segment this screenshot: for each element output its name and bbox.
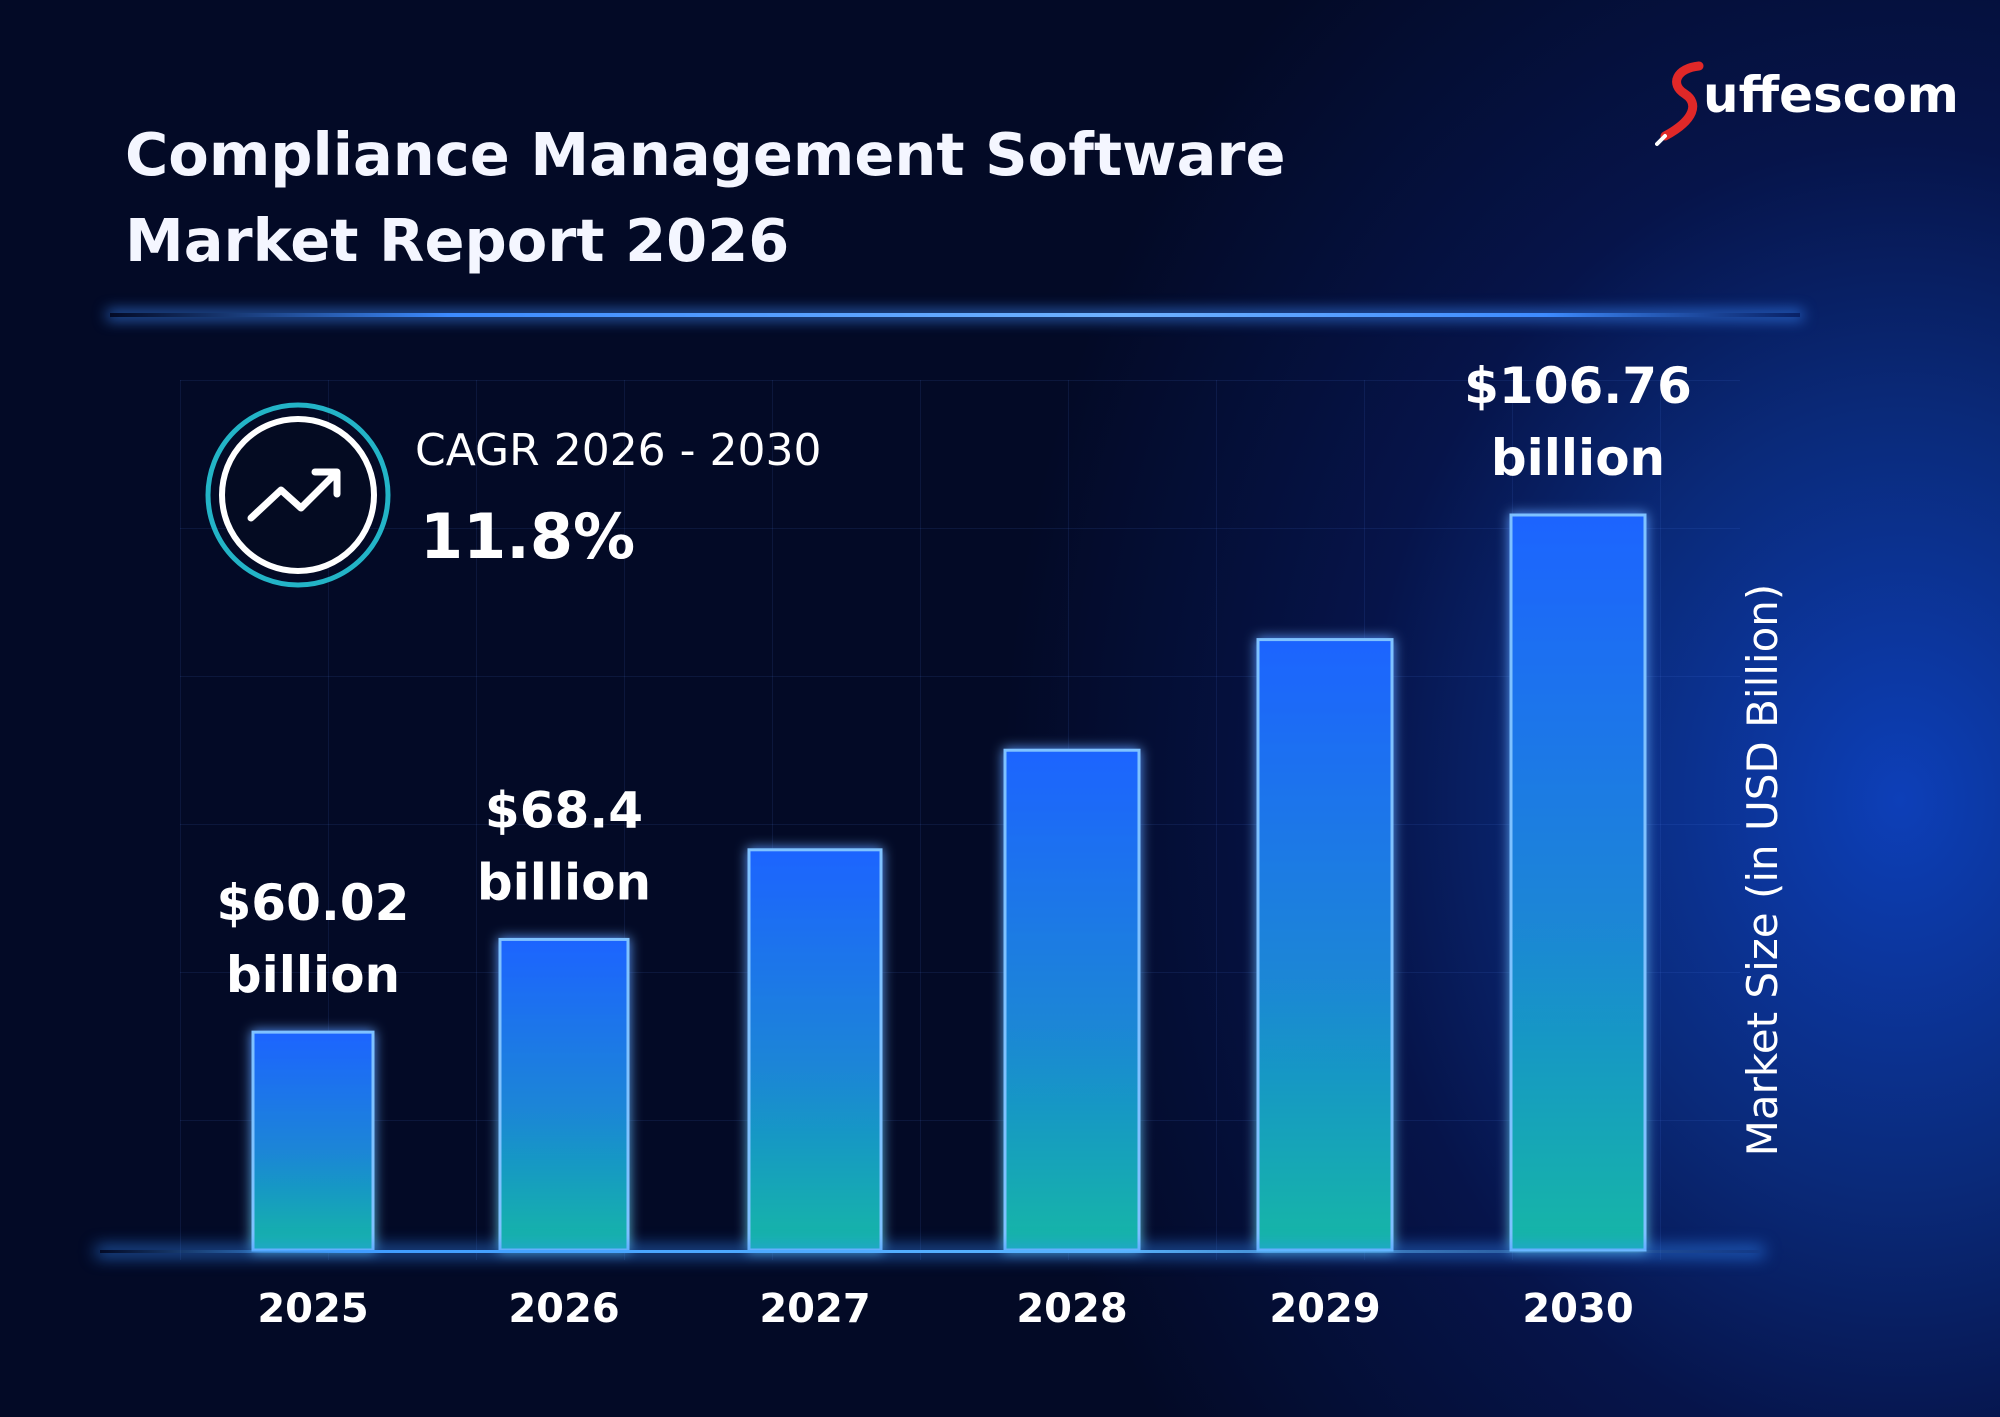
bar-2026	[498, 937, 630, 1252]
title-line-1: Compliance Management Software	[125, 120, 1286, 189]
x-axis-baseline	[100, 1250, 1760, 1253]
title-line-2: Market Report 2026	[125, 206, 790, 275]
brand-name: uffescom	[1703, 66, 1959, 124]
data-label-2025: billion	[226, 946, 400, 1004]
header-divider	[110, 313, 1800, 317]
brand-logo-mark-icon	[1655, 61, 1704, 146]
cagr-value: 11.8%	[420, 500, 636, 573]
bar-2025	[251, 1030, 375, 1252]
data-label-2026: $68.4	[485, 781, 643, 839]
x-tick-label: 2028	[1016, 1286, 1127, 1332]
data-label-2030: billion	[1491, 429, 1665, 487]
page-title: Compliance Management Software Market Re…	[125, 112, 1325, 284]
x-tick-label: 2029	[1269, 1286, 1380, 1332]
x-tick-label: 2030	[1522, 1286, 1633, 1332]
bar-2027	[747, 848, 883, 1252]
data-label-2025: $60.02	[217, 874, 410, 932]
cagr-badge	[203, 400, 393, 590]
data-label-2030: $106.76	[1464, 357, 1692, 415]
bar-2029	[1256, 638, 1394, 1252]
background-grid	[180, 380, 1740, 1260]
cagr-label: CAGR 2026 - 2030	[415, 425, 822, 476]
x-tick-label: 2027	[759, 1286, 870, 1332]
brand-logo: uffescom	[1655, 58, 1959, 148]
bar-2028	[1003, 748, 1141, 1252]
y-axis-label: Market Size (in USD Billion)	[1738, 583, 1787, 1157]
x-tick-label: 2025	[257, 1286, 368, 1332]
data-label-2026: billion	[477, 853, 651, 911]
x-tick-label: 2026	[508, 1286, 619, 1332]
bar-2030	[1509, 513, 1647, 1252]
trend-up-icon	[205, 402, 391, 588]
